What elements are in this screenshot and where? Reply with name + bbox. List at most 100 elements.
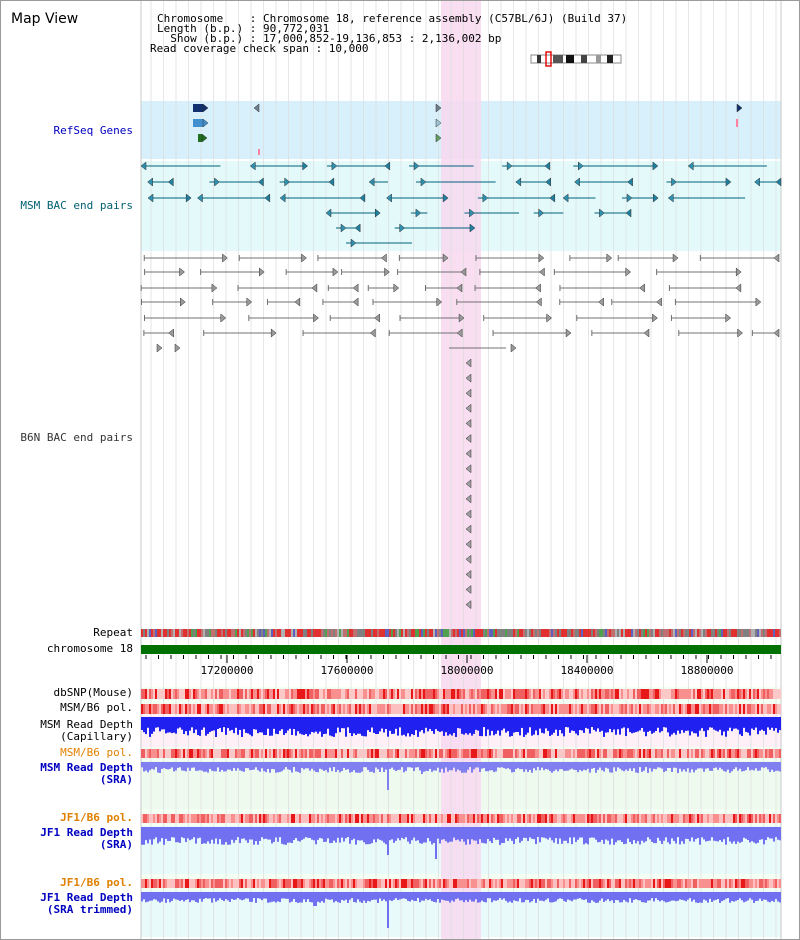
msm-depth-capillary xyxy=(765,717,767,735)
jf1-pol2-heat xyxy=(623,879,625,888)
msm-pol-heat xyxy=(161,704,163,714)
msm-pol2-heat xyxy=(417,749,419,758)
msm-pol-heat xyxy=(665,704,667,714)
jf1-pol-heat xyxy=(431,814,433,823)
jf1-depth-sra xyxy=(623,827,625,845)
jf1-depth-sra xyxy=(315,827,317,845)
track-label-jf1-trim[interactable]: JF1 Read Depth xyxy=(40,891,133,904)
msm-depth-capillary xyxy=(509,717,511,737)
msm-pol2-heat xyxy=(703,749,705,758)
track-label-jf1-pol2[interactable]: JF1/B6 pol. xyxy=(60,876,133,889)
msm-depth-capillary xyxy=(669,717,671,737)
dbsnp-heat xyxy=(227,689,229,699)
jf1-pol2-heat xyxy=(371,879,373,888)
dbsnp-heat xyxy=(337,689,339,699)
jf1-depth-trimmed xyxy=(583,892,585,901)
msm-pol-heat xyxy=(419,704,421,714)
msm-pol-heat xyxy=(725,704,727,714)
msm-pol-heat xyxy=(209,704,211,714)
jf1-pol-heat xyxy=(247,814,249,823)
dbsnp-heat xyxy=(189,689,191,699)
jf1-pol-heat xyxy=(437,814,439,823)
jf1-pol2-heat xyxy=(249,879,251,888)
jf1-pol-heat xyxy=(415,814,417,823)
msm-pol-heat xyxy=(685,704,687,714)
msm-pol2-heat xyxy=(229,749,231,758)
msm-pol-heat xyxy=(527,704,529,714)
dbsnp-heat xyxy=(721,689,723,699)
track-label-refseq[interactable]: RefSeq Genes xyxy=(53,124,133,137)
jf1-depth-trimmed xyxy=(189,892,191,903)
msm-depth-capillary xyxy=(273,717,275,729)
jf1-depth-trimmed xyxy=(755,892,757,901)
jf1-pol-heat xyxy=(383,814,385,823)
msm-pol-heat xyxy=(193,704,195,714)
jf1-depth-sra xyxy=(309,827,311,838)
msm-depth-capillary xyxy=(385,717,387,730)
jf1-pol2-heat xyxy=(221,879,223,888)
msm-pol-heat xyxy=(713,704,715,714)
repeat-segment xyxy=(641,629,643,637)
repeat-segment xyxy=(637,629,639,637)
jf1-pol-heat xyxy=(209,814,211,823)
jf1-pol2-heat xyxy=(533,879,535,888)
msm-depth-sra xyxy=(229,762,231,770)
jf1-pol-heat xyxy=(337,814,339,823)
jf1-pol-heat xyxy=(255,814,257,823)
msm-pol-heat xyxy=(153,704,155,714)
msm-depth-sra xyxy=(427,762,429,772)
dbsnp-heat xyxy=(583,689,585,699)
jf1-pol-heat xyxy=(143,814,145,823)
jf1-depth-sra xyxy=(615,827,617,843)
jf1-pol-heat xyxy=(773,814,775,823)
jf1-pol-heat xyxy=(493,814,495,823)
track-label-msm-pol2[interactable]: MSM/B6 pol. xyxy=(60,746,133,759)
msm-pol2-heat xyxy=(367,749,369,758)
dbsnp-heat xyxy=(411,689,413,699)
track-label-jf1-sra[interactable]: JF1 Read Depth xyxy=(40,826,133,839)
jf1-depth-trimmed xyxy=(403,892,405,899)
track-label-msm-bac[interactable]: MSM BAC end pairs xyxy=(20,199,133,212)
jf1-depth-sra xyxy=(155,827,157,838)
jf1-depth-trimmed xyxy=(203,892,205,899)
repeat-segment xyxy=(663,629,665,637)
jf1-pol-heat xyxy=(603,814,605,823)
track-label-b6n-bac[interactable]: B6N BAC end pairs xyxy=(20,431,133,444)
msm-pol-heat xyxy=(587,704,589,714)
jf1-pol-heat xyxy=(675,814,677,823)
msm-pol-heat xyxy=(479,704,481,714)
msm-depth-sra xyxy=(321,762,323,770)
msm-pol2-heat xyxy=(689,749,691,758)
track-label-dbsnp[interactable]: dbSNP(Mouse) xyxy=(53,686,133,699)
jf1-pol-heat xyxy=(161,814,163,823)
repeat-segment xyxy=(681,629,683,637)
msm-pol-heat xyxy=(443,704,445,714)
track-label-msm-sra[interactable]: MSM Read Depth xyxy=(40,761,133,774)
msm-pol-heat xyxy=(441,704,443,714)
jf1-depth-trimmed xyxy=(297,892,299,903)
track-label-jf1-pol[interactable]: JF1/B6 pol. xyxy=(60,811,133,824)
jf1-depth-sra xyxy=(393,827,395,843)
track-label-msm-pol[interactable]: MSM/B6 pol. xyxy=(60,701,133,714)
repeat-segment xyxy=(279,629,281,637)
msm-pol2-heat xyxy=(155,749,157,758)
dbsnp-heat xyxy=(159,689,161,699)
dbsnp-heat xyxy=(329,689,331,699)
msm-depth-sra xyxy=(739,762,741,769)
msm-depth-capillary xyxy=(487,717,489,730)
msm-pol-heat xyxy=(539,704,541,714)
msm-pol2-heat xyxy=(735,749,737,758)
repeat-segment xyxy=(765,629,767,637)
jf1-pol2-heat xyxy=(169,879,171,888)
msm-pol-heat xyxy=(465,704,467,714)
jf1-depth-sra xyxy=(191,827,193,840)
msm-pol2-heat xyxy=(407,749,409,758)
jf1-depth-trimmed xyxy=(551,892,553,903)
msm-depth-capillary xyxy=(757,717,759,735)
dbsnp-heat xyxy=(413,689,415,699)
repeat-segment xyxy=(271,629,273,637)
jf1-depth-trimmed xyxy=(327,892,329,900)
dbsnp-heat xyxy=(699,689,701,699)
track-label-msm-depth-cap[interactable]: MSM Read Depth xyxy=(40,718,133,731)
jf1-pol2-heat xyxy=(311,879,313,888)
